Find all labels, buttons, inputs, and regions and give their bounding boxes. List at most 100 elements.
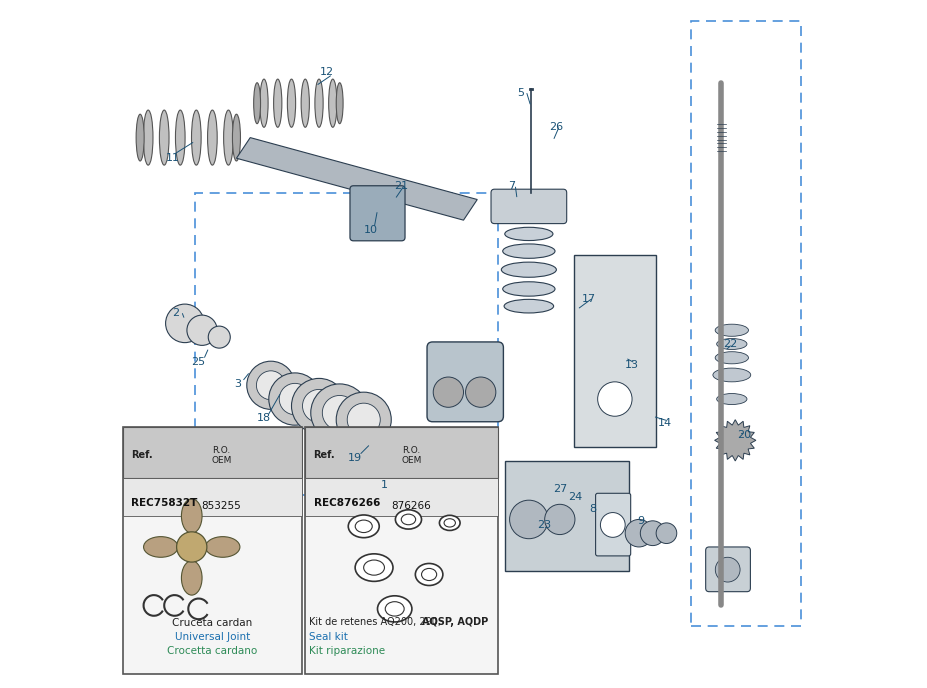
Text: 21: 21 [395,181,409,191]
FancyBboxPatch shape [305,427,498,674]
Ellipse shape [415,563,443,585]
Ellipse shape [386,602,404,616]
FancyBboxPatch shape [427,342,503,422]
FancyBboxPatch shape [350,186,405,241]
Circle shape [716,557,740,582]
Circle shape [465,377,496,407]
Ellipse shape [182,499,202,533]
Ellipse shape [287,79,296,127]
Text: Cruceta cardan: Cruceta cardan [172,618,252,628]
Text: Crocetta cardano: Crocetta cardano [167,645,258,656]
Circle shape [625,519,653,547]
Ellipse shape [337,83,343,124]
Ellipse shape [715,324,748,336]
Ellipse shape [422,568,437,581]
FancyBboxPatch shape [705,547,750,592]
Ellipse shape [273,79,282,127]
Ellipse shape [717,394,747,405]
Ellipse shape [444,519,455,527]
Ellipse shape [144,110,153,165]
Circle shape [510,500,548,539]
Ellipse shape [192,110,201,165]
Circle shape [279,383,311,415]
Ellipse shape [144,537,178,557]
Text: R.O.
OEM: R.O. OEM [401,446,422,465]
FancyBboxPatch shape [505,461,629,571]
Ellipse shape [717,338,747,350]
Text: 9: 9 [637,516,644,526]
Polygon shape [715,420,756,461]
Circle shape [302,389,336,422]
Ellipse shape [223,110,234,165]
Ellipse shape [401,514,415,525]
Ellipse shape [504,299,553,313]
Text: R.O.
OEM: R.O. OEM [211,446,232,465]
Text: 3: 3 [235,379,241,389]
Ellipse shape [363,560,385,575]
Circle shape [247,361,295,409]
Circle shape [177,532,207,562]
Ellipse shape [502,244,555,258]
FancyBboxPatch shape [491,189,566,224]
Text: 14: 14 [658,418,672,428]
Ellipse shape [329,79,337,127]
Text: 20: 20 [737,430,751,440]
Text: Universal Joint: Universal Joint [175,632,250,642]
Ellipse shape [301,79,310,127]
Ellipse shape [159,110,169,165]
Ellipse shape [254,83,260,124]
Text: Ref.: Ref. [313,449,336,460]
Text: 24: 24 [568,492,582,502]
Circle shape [598,382,632,416]
Text: Kit riparazione: Kit riparazione [309,645,385,656]
Ellipse shape [502,262,556,277]
FancyBboxPatch shape [574,255,656,447]
Polygon shape [355,438,407,491]
Ellipse shape [355,520,373,533]
Ellipse shape [206,537,240,557]
Ellipse shape [315,79,324,127]
Ellipse shape [377,596,412,622]
Circle shape [209,326,230,348]
FancyBboxPatch shape [123,427,302,674]
Circle shape [323,396,357,430]
Text: 853255: 853255 [201,501,241,510]
Text: 19: 19 [348,453,362,462]
Ellipse shape [136,114,145,161]
Circle shape [545,504,575,535]
Circle shape [337,392,391,447]
Text: Kit de retenes AQ200, 290,: Kit de retenes AQ200, 290, [309,616,444,627]
Text: REC876266: REC876266 [313,497,380,508]
Ellipse shape [396,510,422,529]
Text: 26: 26 [549,122,563,132]
Text: 8: 8 [590,504,596,514]
Text: 1: 1 [381,480,387,490]
Circle shape [291,378,347,433]
Text: 27: 27 [552,484,567,494]
Ellipse shape [175,110,185,165]
Text: 876266: 876266 [391,501,431,510]
Circle shape [656,523,677,544]
FancyBboxPatch shape [305,478,498,516]
Polygon shape [236,138,477,220]
Text: 17: 17 [581,294,596,304]
Text: 25: 25 [192,357,206,367]
Text: Ref.: Ref. [132,449,153,460]
Ellipse shape [233,114,240,161]
Ellipse shape [713,368,751,382]
FancyBboxPatch shape [595,493,630,556]
Circle shape [187,315,217,345]
Circle shape [348,403,380,436]
Text: 18: 18 [257,413,271,423]
Text: 11: 11 [166,153,180,163]
Circle shape [311,384,369,442]
Text: Seal kit: Seal kit [309,632,348,642]
Text: 5: 5 [517,88,524,98]
Circle shape [433,377,464,407]
Text: REC75832T: REC75832T [132,497,197,508]
FancyBboxPatch shape [305,427,498,478]
Ellipse shape [182,561,202,595]
Ellipse shape [502,282,555,296]
FancyBboxPatch shape [123,478,302,516]
Ellipse shape [260,79,268,127]
